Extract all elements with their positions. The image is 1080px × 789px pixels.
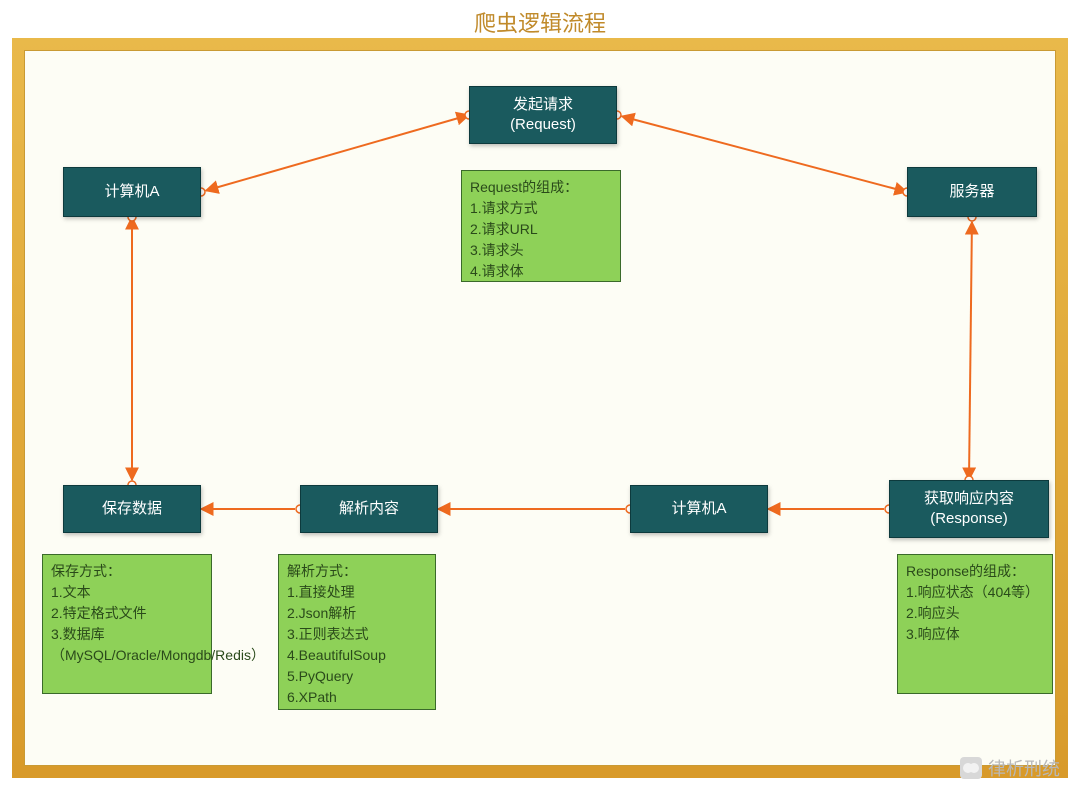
note-parse_note-line: 1.直接处理 bbox=[287, 582, 427, 603]
node-computer_a_bot: 计算机A bbox=[630, 485, 768, 533]
node-request-label: 发起请求 (Request) bbox=[510, 95, 576, 136]
note-parse_note-line: 解析方式： bbox=[287, 561, 427, 582]
node-parse-label: 解析内容 bbox=[339, 499, 399, 519]
edge-server-response bbox=[969, 222, 972, 480]
edge-request-server bbox=[622, 116, 907, 192]
node-save-label: 保存数据 bbox=[102, 499, 162, 519]
note-response_note: Response的组成：1.响应状态（404等）2.响应头3.响应体 bbox=[897, 554, 1053, 694]
edge-computer_a_top-request bbox=[206, 115, 469, 191]
node-response-label: 获取响应内容 (Response) bbox=[924, 489, 1014, 530]
diagram-canvas: 计算机A 发起请求 (Request) 服务器获取响应内容 (Response) 计算… bbox=[25, 51, 1055, 765]
node-server: 服务器 bbox=[907, 167, 1037, 217]
note-parse_note: 解析方式：1.直接处理2.Json解析3.正则表达式4.BeautifulSou… bbox=[278, 554, 436, 710]
note-parse_note-line: 5.PyQuery bbox=[287, 666, 427, 687]
node-computer_a_top-label: 计算机A bbox=[104, 182, 159, 202]
note-parse_note-line: 4.BeautifulSoup bbox=[287, 645, 427, 666]
note-response_note-line: Response的组成： bbox=[906, 561, 1044, 582]
note-request_note-line: Request的组成： bbox=[470, 177, 612, 198]
note-request_note-line: 3.请求头 bbox=[470, 240, 612, 261]
note-parse_note-line: 3.正则表达式 bbox=[287, 624, 427, 645]
note-save_note-line: 1.文本 bbox=[51, 582, 203, 603]
note-response_note-line: 2.响应头 bbox=[906, 603, 1044, 624]
frame-inner: 计算机A 发起请求 (Request) 服务器获取响应内容 (Response) 计算… bbox=[24, 50, 1056, 766]
frame-outer: 计算机A 发起请求 (Request) 服务器获取响应内容 (Response) 计算… bbox=[12, 38, 1068, 778]
note-response_note-line: 1.响应状态（404等） bbox=[906, 582, 1044, 603]
note-request_note: Request的组成：1.请求方式2.请求URL3.请求头4.请求体 bbox=[461, 170, 621, 282]
note-save_note-line: 保存方式： bbox=[51, 561, 203, 582]
note-save_note-line: 2.特定格式文件 bbox=[51, 603, 203, 624]
note-save_note-line: 3.数据库（MySQL/Oracle/Mongdb/Redis） bbox=[51, 624, 203, 666]
node-server-label: 服务器 bbox=[949, 182, 994, 202]
note-save_note: 保存方式：1.文本2.特定格式文件3.数据库（MySQL/Oracle/Mong… bbox=[42, 554, 212, 694]
note-response_note-line: 3.响应体 bbox=[906, 624, 1044, 645]
note-request_note-line: 4.请求体 bbox=[470, 261, 612, 282]
node-computer_a_bot-label: 计算机A bbox=[671, 499, 726, 519]
note-request_note-line: 2.请求URL bbox=[470, 219, 612, 240]
node-request: 发起请求 (Request) bbox=[469, 86, 617, 144]
note-request_note-line: 1.请求方式 bbox=[470, 198, 612, 219]
node-save: 保存数据 bbox=[63, 485, 201, 533]
diagram-title: 爬虫逻辑流程 bbox=[0, 6, 1080, 38]
node-computer_a_top: 计算机A bbox=[63, 167, 201, 217]
wechat-icon bbox=[960, 757, 982, 779]
watermark-text: 律析刑统 bbox=[988, 755, 1060, 781]
note-parse_note-line: 2.Json解析 bbox=[287, 603, 427, 624]
node-response: 获取响应内容 (Response) bbox=[889, 480, 1049, 538]
note-parse_note-line: 6.XPath bbox=[287, 687, 427, 708]
watermark: 律析刑统 bbox=[960, 755, 1060, 781]
node-parse: 解析内容 bbox=[300, 485, 438, 533]
